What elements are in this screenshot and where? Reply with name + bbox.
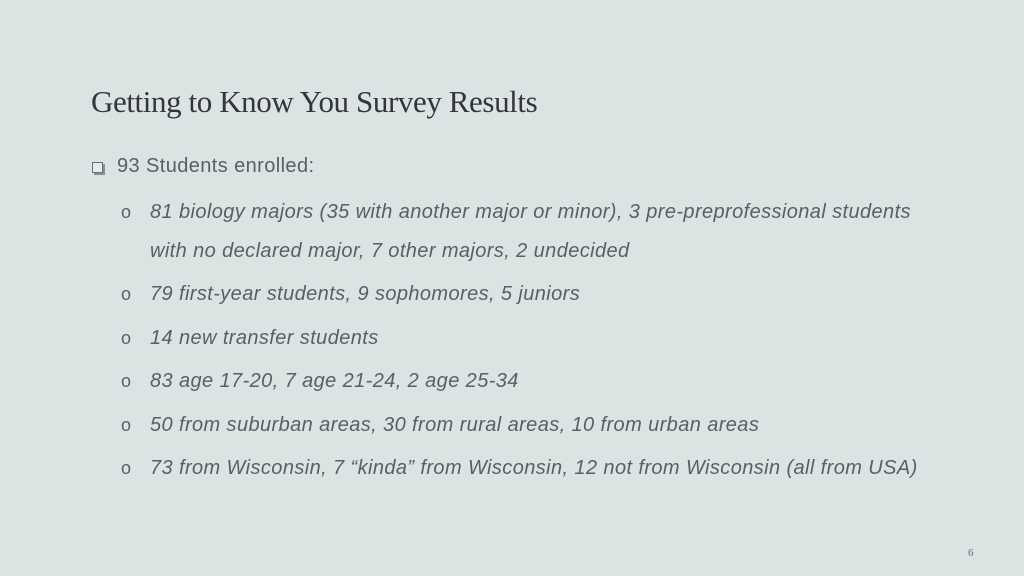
sub-point-text: 73 from Wisconsin, 7 “kinda” from Wiscon… <box>150 457 918 479</box>
sub-point-text: 81 biology majors (35 with another major… <box>150 201 911 262</box>
list-item: o 81 biology majors (35 with another maj… <box>121 193 921 270</box>
sub-point-text: 79 first-year students, 9 sophomores, 5 … <box>150 283 581 305</box>
bullet-marker: o <box>121 458 132 478</box>
bullet-marker: o <box>121 414 132 435</box>
checkbox-square-icon <box>92 161 103 173</box>
bullet-marker: o <box>121 202 132 222</box>
bullet-marker: o <box>121 327 132 348</box>
slide-title: Getting to Know You Survey Results <box>91 84 538 119</box>
list-item: o 73 from Wisconsin, 7 “kinda” from Wisc… <box>121 449 921 488</box>
sub-point-text: 14 new transfer students <box>150 326 379 349</box>
list-item: o 50 from suburban areas, 30 from rural … <box>121 406 921 445</box>
bullet-marker: o <box>121 371 132 391</box>
sub-point-text: 83 age 17-20, 7 age 21-24, 2 age 25-34 <box>150 370 519 392</box>
main-point: 93 Students enrolled: <box>92 155 314 178</box>
bullet-marker: o <box>121 284 132 304</box>
sub-point-text: 50 from suburban areas, 30 from rural ar… <box>150 413 760 436</box>
list-item: o 79 first-year students, 9 sophomores, … <box>121 275 921 314</box>
page-number: 6 <box>968 547 974 559</box>
list-item: o 83 age 17-20, 7 age 21-24, 2 age 25-34 <box>121 362 921 401</box>
main-point-text: 93 Students enrolled: <box>117 155 315 177</box>
sub-point-list: o 81 biology majors (35 with another maj… <box>121 193 921 493</box>
list-item: o 14 new transfer students <box>121 319 921 358</box>
